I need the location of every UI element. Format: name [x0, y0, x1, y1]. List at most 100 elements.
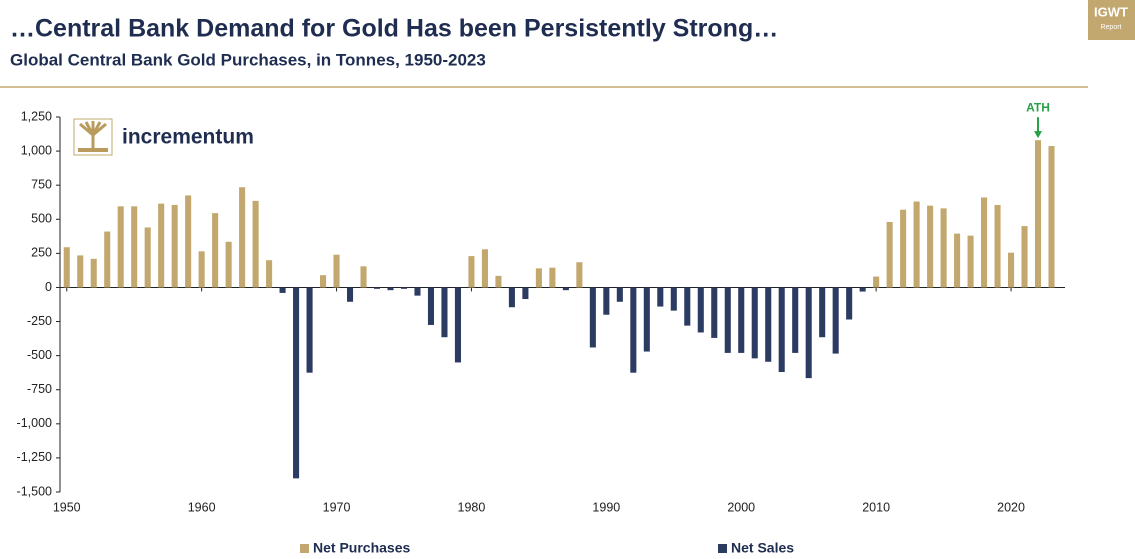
bar — [1034, 140, 1042, 288]
bar — [225, 241, 232, 288]
bar — [306, 287, 313, 373]
legend-swatch — [718, 544, 727, 553]
bar — [535, 268, 542, 288]
bar — [522, 287, 529, 300]
bar — [643, 287, 650, 352]
bar — [77, 255, 84, 288]
bar — [805, 287, 812, 379]
bar — [927, 205, 934, 288]
bar — [387, 287, 394, 291]
bar — [346, 287, 354, 302]
bar — [63, 247, 70, 288]
bar — [212, 213, 219, 288]
bar — [144, 227, 151, 288]
bar — [158, 203, 165, 288]
bar — [859, 287, 866, 292]
y-tick-label: -500 — [27, 348, 52, 362]
x-tick-label: 2020 — [997, 500, 1025, 514]
bar — [967, 235, 974, 288]
legend-label: Net Sales — [731, 540, 794, 556]
bar — [549, 267, 556, 288]
legend-swatch — [300, 544, 309, 553]
bar — [495, 275, 502, 288]
x-tick-label: 1980 — [458, 500, 486, 514]
bar — [832, 287, 839, 354]
annotation-arrowhead — [1034, 131, 1043, 139]
bar — [670, 287, 677, 311]
bar — [630, 287, 637, 373]
bar — [239, 187, 246, 288]
bar — [819, 287, 826, 338]
bar — [279, 287, 286, 293]
y-tick-label: -1,000 — [17, 416, 52, 430]
bar — [468, 256, 475, 288]
bar — [131, 206, 138, 288]
bar — [400, 287, 408, 289]
bar — [508, 287, 515, 308]
bar — [846, 287, 853, 320]
bar — [1008, 252, 1015, 288]
x-tick-label: 1970 — [323, 500, 351, 514]
annotation: ATH — [1026, 100, 1050, 114]
chart-title: …Central Bank Demand for Gold Has been P… — [10, 15, 778, 43]
bar — [724, 287, 731, 353]
bar — [441, 287, 448, 338]
bar — [576, 262, 583, 288]
brand: incrementum — [122, 126, 254, 149]
bar — [252, 200, 259, 288]
y-tick-label: 750 — [31, 177, 52, 191]
x-tick-label: 1950 — [53, 500, 81, 514]
y-tick-label: 500 — [31, 212, 52, 226]
legend-label: Net Purchases — [313, 540, 410, 556]
y-tick-label: 0 — [45, 280, 52, 294]
bar — [562, 287, 569, 291]
bar — [751, 287, 758, 359]
y-tick-label: -1,500 — [17, 484, 52, 498]
y-tick-label: 1,250 — [21, 109, 52, 123]
bar — [900, 209, 907, 288]
bar — [360, 266, 367, 288]
x-tick-label: 2010 — [862, 500, 890, 514]
bar — [90, 258, 97, 288]
bar — [711, 287, 718, 338]
logo-icon — [73, 118, 113, 156]
bar — [1048, 146, 1055, 288]
bar — [320, 275, 327, 288]
y-tick-label: -1,250 — [17, 450, 52, 464]
bar — [994, 204, 1001, 288]
bar — [873, 276, 880, 288]
x-tick-label: 2000 — [727, 500, 755, 514]
chart-subtitle: Global Central Bank Gold Purchases, in T… — [10, 50, 486, 69]
bar — [589, 287, 596, 348]
x-tick-label: 1990 — [592, 500, 620, 514]
bar — [117, 206, 124, 288]
bar — [373, 287, 381, 289]
bar — [778, 287, 785, 372]
bar — [657, 287, 664, 307]
bar — [266, 260, 273, 288]
y-tick-label: 250 — [31, 246, 52, 260]
bar — [454, 287, 461, 363]
badge — [1088, 0, 1135, 40]
bar — [792, 287, 799, 353]
y-tick-label: -750 — [27, 382, 52, 396]
bar — [684, 287, 691, 326]
y-tick-label: 1,000 — [21, 143, 52, 157]
bar — [886, 222, 893, 288]
bar — [603, 287, 610, 315]
bar — [697, 287, 704, 333]
bar — [171, 204, 178, 288]
bar — [185, 195, 192, 288]
bar — [954, 233, 961, 288]
bar — [940, 208, 947, 288]
bar — [738, 287, 745, 353]
bar — [765, 287, 772, 362]
bar — [104, 231, 111, 288]
badge-subtitle: Report — [1100, 24, 1121, 31]
bar — [981, 197, 988, 288]
bar — [293, 287, 300, 479]
bar — [427, 287, 435, 325]
bar — [414, 287, 421, 296]
